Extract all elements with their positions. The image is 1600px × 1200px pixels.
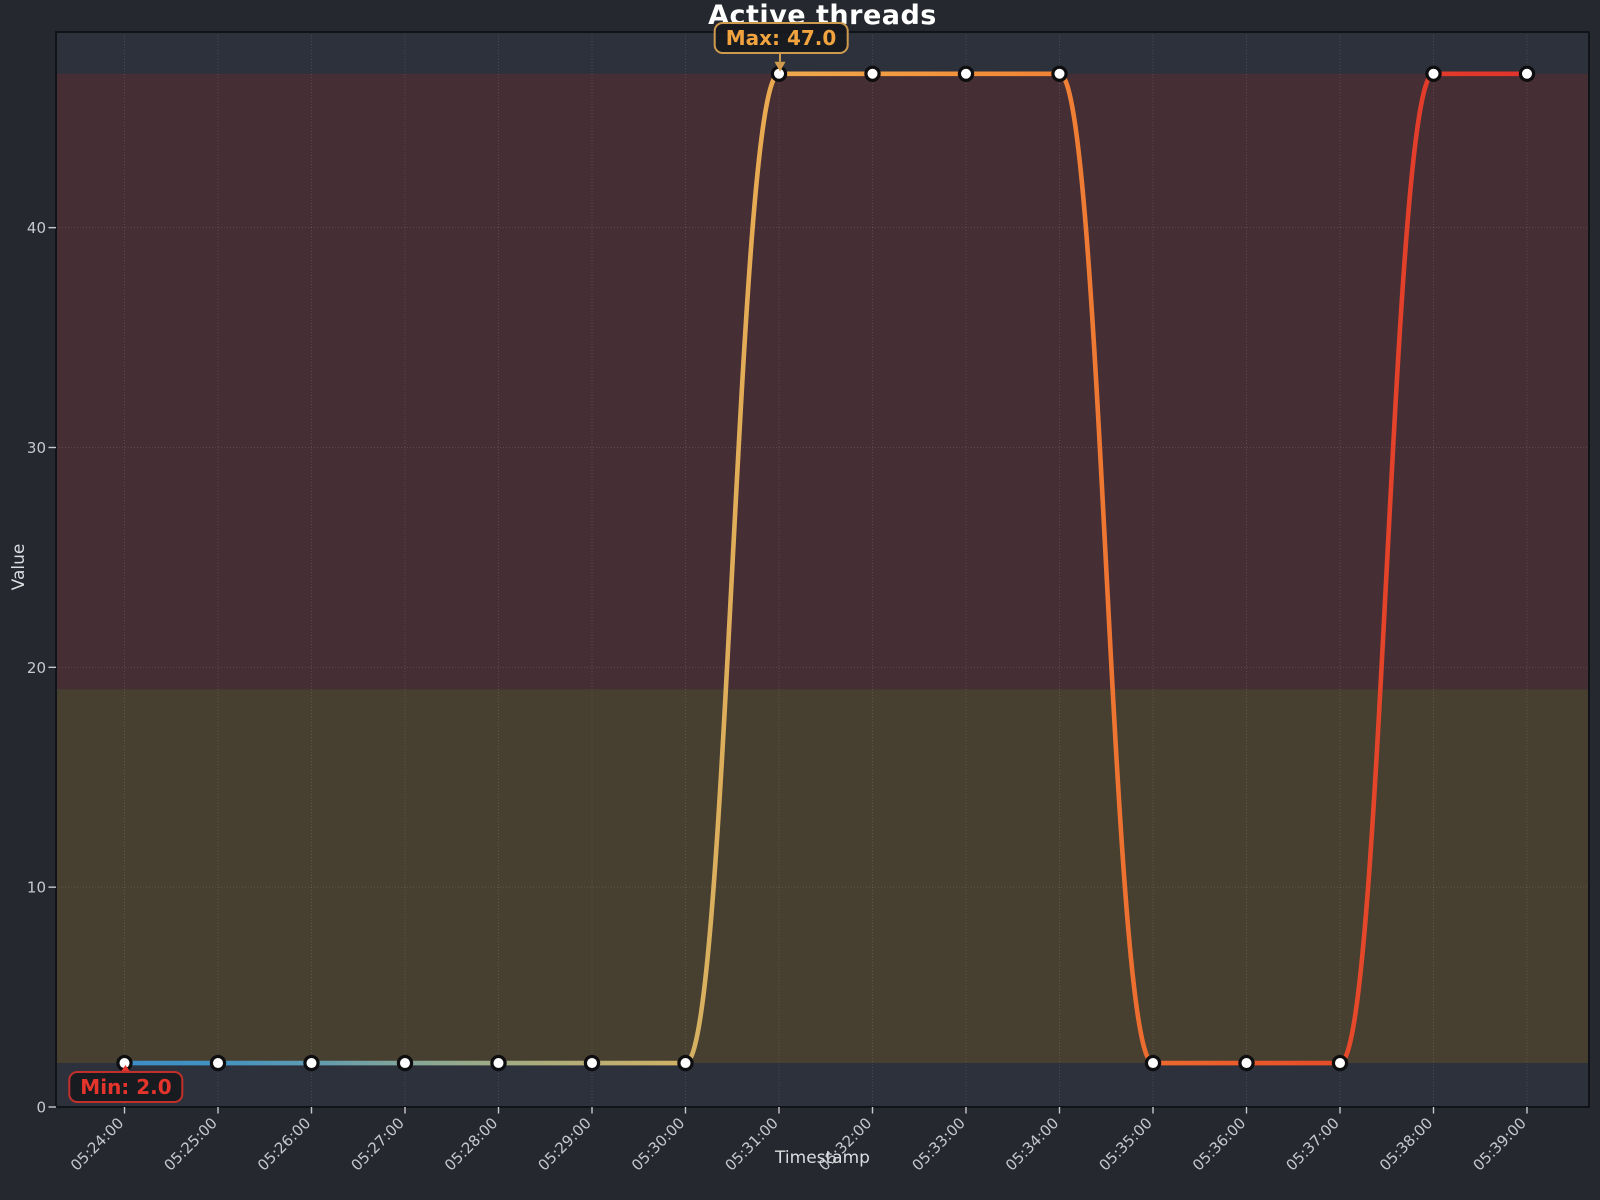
max-annotation: Max: 47.0 xyxy=(713,22,849,54)
series-line xyxy=(122,71,1530,1066)
data-point-marker xyxy=(209,1054,227,1072)
data-point-marker xyxy=(1238,1054,1255,1072)
data-point-marker xyxy=(396,1054,414,1072)
max-annotation-arrowhead xyxy=(774,61,786,72)
y-tick-label: 40 xyxy=(27,219,46,237)
threshold-band xyxy=(56,73,1589,690)
data-point-marker xyxy=(1331,1054,1349,1072)
data-point-marker xyxy=(583,1054,601,1072)
data-point-marker xyxy=(1144,1054,1162,1072)
x-axis-label: Timestamp xyxy=(775,1148,870,1168)
data-point-marker xyxy=(490,1054,507,1072)
data-point-marker xyxy=(303,1054,320,1072)
data-point-marker xyxy=(1518,65,1536,82)
y-tick-label: 10 xyxy=(27,879,46,897)
y-tick-label: 20 xyxy=(27,659,46,677)
data-point-marker xyxy=(1425,65,1442,82)
y-tick-label: 0 xyxy=(36,1099,46,1117)
threshold-band xyxy=(56,689,1589,1064)
min-annotation: Min: 2.0 xyxy=(68,1071,184,1103)
data-point-marker xyxy=(864,65,881,82)
data-point-marker xyxy=(677,1054,694,1072)
data-point-marker xyxy=(957,65,975,82)
y-axis-label: Value xyxy=(9,543,29,591)
y-tick-label: 30 xyxy=(27,439,46,457)
data-point-marker xyxy=(1051,65,1068,82)
